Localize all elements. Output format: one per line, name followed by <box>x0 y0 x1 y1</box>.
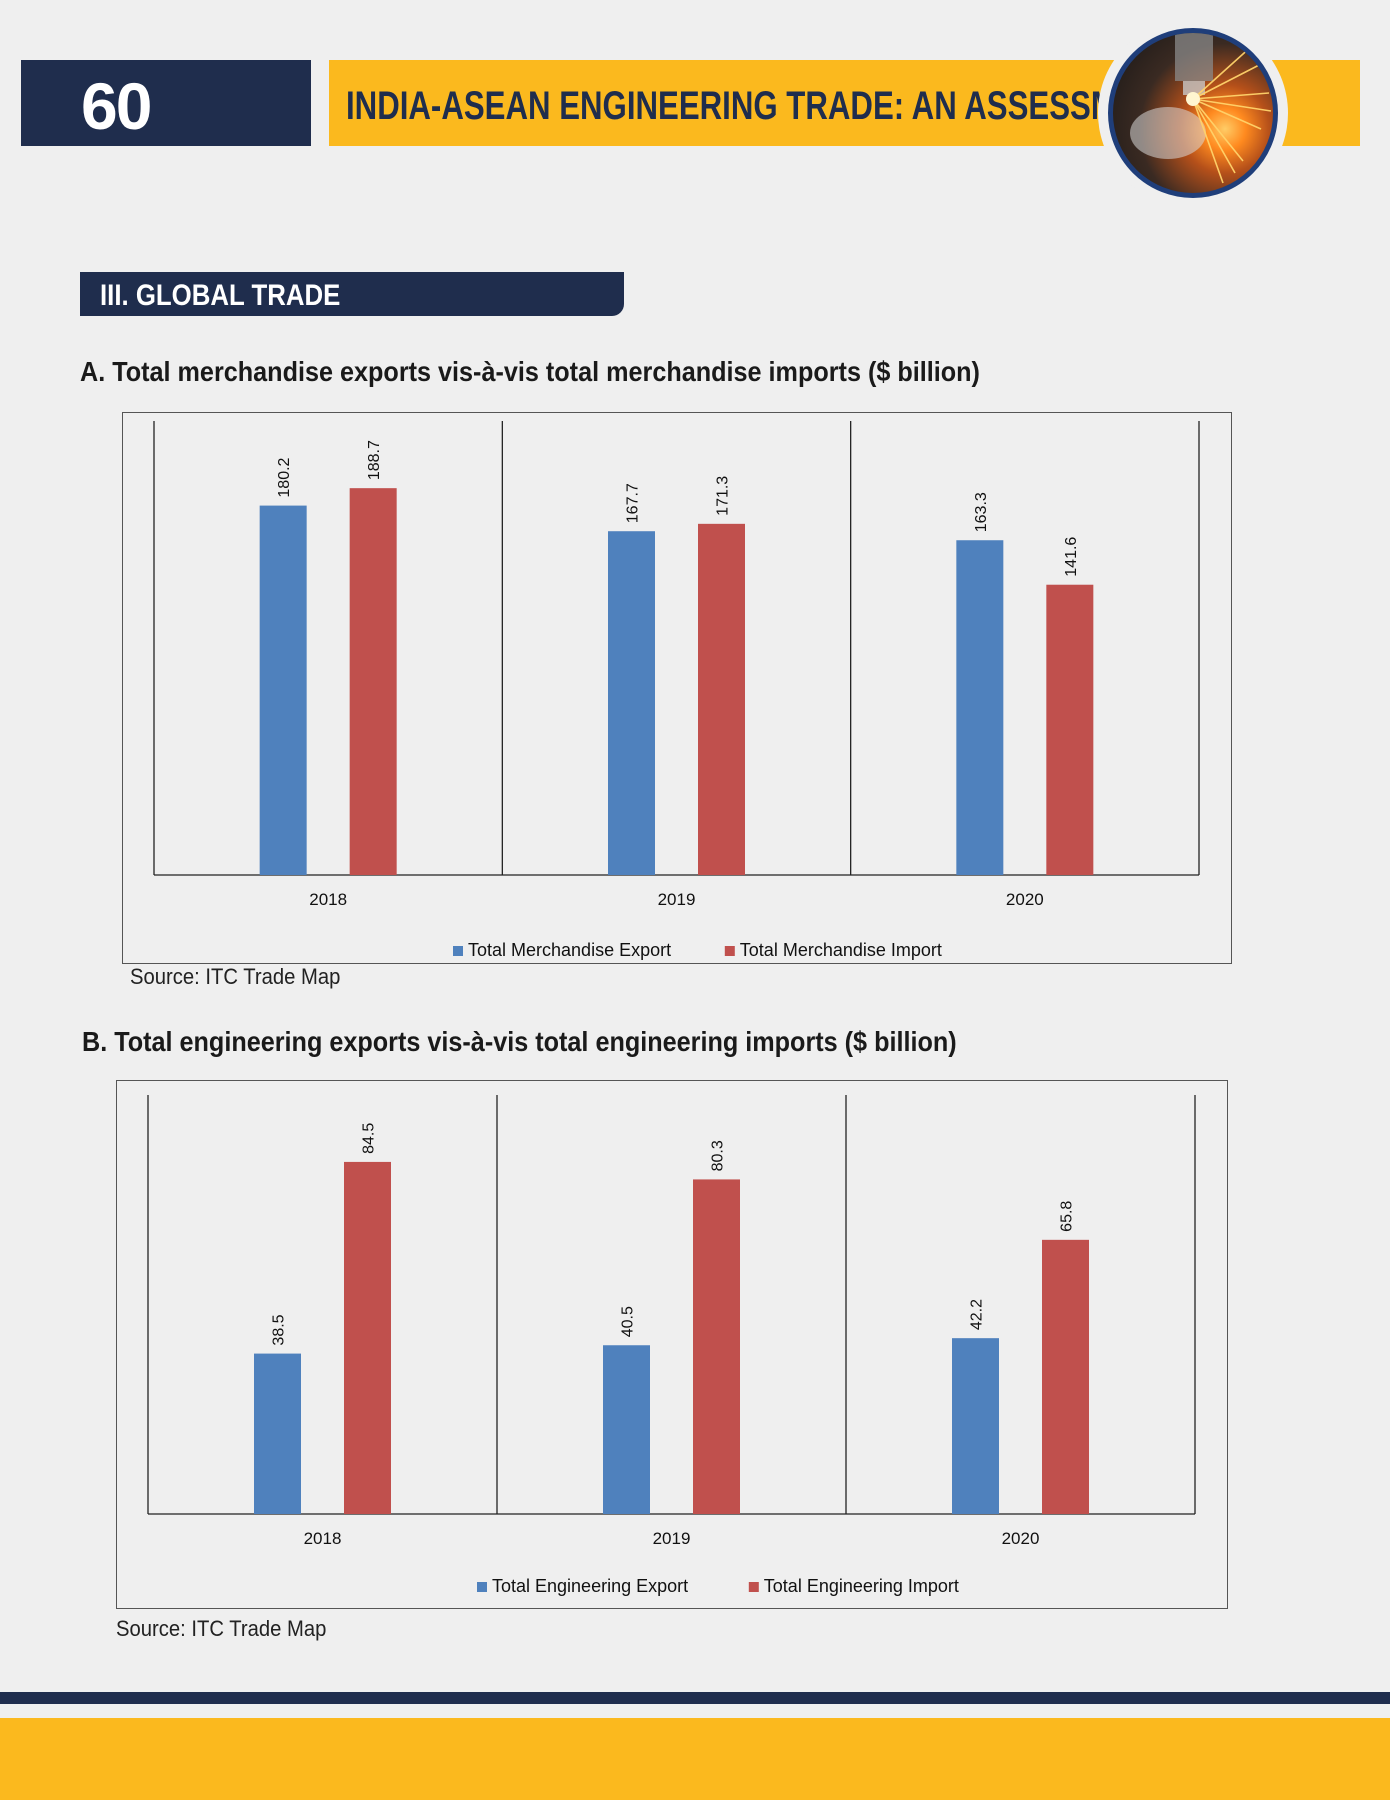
chart-a-source: Source: ITC Trade Map <box>130 964 341 989</box>
legend-label: Total Engineering Export <box>492 1576 688 1596</box>
data-label: 167.7 <box>625 483 642 523</box>
data-label: 40.5 <box>620 1306 637 1337</box>
legend-swatch <box>477 1582 487 1592</box>
bar-total-merchandise-import-2019 <box>698 523 745 875</box>
x-tick-label: 2020 <box>1002 1529 1040 1548</box>
x-tick-label: 2018 <box>304 1529 342 1548</box>
x-tick-label: 2020 <box>1006 890 1044 909</box>
footer-navy-band <box>0 1692 1390 1704</box>
chart-a-title: A. Total merchandise exports vis-à-vis t… <box>80 356 980 387</box>
legend-label: Total Engineering Import <box>764 1576 959 1596</box>
sparks-illustration <box>1130 33 1272 184</box>
legend-label: Total Merchandise Import <box>740 940 942 960</box>
bar-total-engineering-export-2019 <box>603 1345 650 1514</box>
chart-b-svg: 38.5 84.5 2018 40.5 80.3 2019 42.2 65.8 2020 Tota… <box>147 1095 1196 1596</box>
header-photo-ring <box>1098 18 1288 208</box>
data-label: 84.5 <box>361 1123 378 1154</box>
document-title: INDIA-ASEAN ENGINEERING TRADE: AN ASSESS… <box>346 84 1180 128</box>
bar-total-merchandise-export-2019 <box>608 531 655 875</box>
data-label: 180.2 <box>276 457 293 497</box>
chart-a-svg: 180.2 188.7 2018 167.7 171.3 2019 163.3 141.6 20… <box>153 421 1200 960</box>
chart-a-frame: 180.2 188.7 2018 167.7 171.3 2019 163.3 141.6 20… <box>122 412 1232 964</box>
x-tick-label: 2019 <box>658 890 696 909</box>
chart-b-frame: 38.5 84.5 2018 40.5 80.3 2019 42.2 65.8 2020 Tota… <box>116 1080 1228 1609</box>
data-label: 171.3 <box>715 476 732 516</box>
legend-label: Total Merchandise Export <box>468 940 671 960</box>
data-label: 42.2 <box>969 1299 986 1330</box>
page-number: 60 <box>81 69 152 143</box>
bar-total-engineering-import-2020 <box>1042 1239 1089 1514</box>
legend-swatch <box>724 946 735 956</box>
section-tab: III. GLOBAL TRADE <box>80 272 624 316</box>
data-label: 188.7 <box>366 440 383 480</box>
data-label: 38.5 <box>271 1314 288 1345</box>
data-label: 163.3 <box>973 492 990 532</box>
legend-swatch <box>748 1582 759 1592</box>
bar-total-merchandise-import-2020 <box>1046 584 1094 875</box>
bar-total-engineering-export-2020 <box>952 1338 999 1514</box>
section-title: III. GLOBAL TRADE <box>100 279 341 312</box>
data-label: 65.8 <box>1059 1201 1076 1232</box>
bar-total-engineering-import-2018 <box>344 1161 391 1514</box>
x-tick-label: 2018 <box>309 890 347 909</box>
bar-total-merchandise-import-2018 <box>349 488 397 875</box>
data-label: 80.3 <box>710 1140 727 1171</box>
bar-total-engineering-import-2019 <box>693 1179 740 1514</box>
bar-total-merchandise-export-2020 <box>956 540 1004 875</box>
data-label: 141.6 <box>1063 537 1080 577</box>
bar-total-merchandise-export-2018 <box>259 505 307 875</box>
grinding-sparks-photo <box>1108 28 1278 198</box>
footer-gold-band <box>0 1718 1390 1800</box>
chart-b-title: B. Total engineering exports vis-à-vis t… <box>82 1026 957 1057</box>
bar-total-engineering-export-2018 <box>254 1353 301 1514</box>
x-tick-label: 2019 <box>653 1529 691 1548</box>
chart-b-source: Source: ITC Trade Map <box>116 1616 327 1641</box>
page-number-box: 60 <box>21 60 311 146</box>
legend-swatch <box>453 946 463 956</box>
